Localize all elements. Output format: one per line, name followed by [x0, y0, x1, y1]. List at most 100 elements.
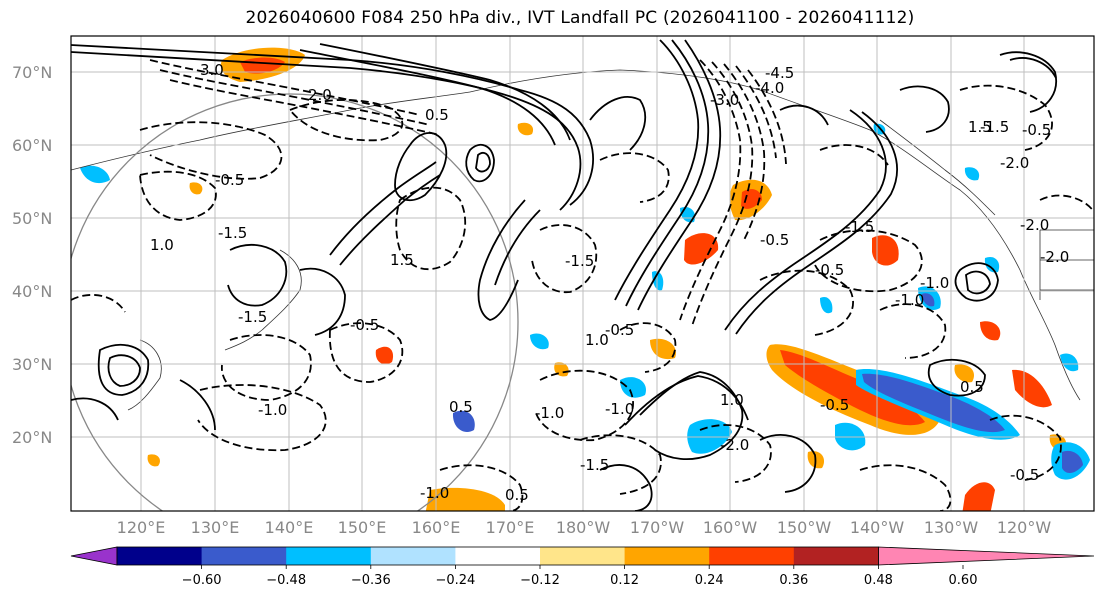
contour-label: -1.0: [420, 484, 449, 502]
colorbar-bin: [709, 547, 795, 565]
negative-patch: [652, 271, 664, 291]
negative-patch: [80, 165, 110, 184]
contour-label: 0.5: [505, 486, 529, 504]
longitude-label: 170°W: [630, 518, 685, 537]
latitude-label: 40°N: [12, 282, 52, 301]
contour-label: -1.0: [895, 291, 924, 309]
colorbar-extend-min: [70, 546, 118, 566]
positive-patch: [741, 189, 762, 209]
positive-patch: [375, 346, 394, 365]
contour-label: -2.0: [1000, 154, 1029, 172]
contour-label: -0.5: [815, 261, 844, 279]
contour-label: -0.5: [215, 171, 244, 189]
colorbar-bin: [455, 547, 541, 565]
colorbar-tick-label: −0.12: [520, 573, 560, 588]
longitude-label: 160°W: [703, 518, 758, 537]
negative-patch: [452, 410, 475, 433]
contour-label: -1.0: [920, 274, 949, 292]
contour-label: -1.5: [980, 118, 1009, 136]
longitude-label: 150°W: [777, 518, 832, 537]
colorbar-tick-label: 0.24: [695, 573, 724, 588]
contour-label: -1.0: [605, 400, 634, 418]
longitude-label: 120°E: [117, 518, 166, 537]
contour-label: -0.5: [605, 321, 634, 339]
negative-contours: [71, 59, 1094, 511]
longitude-label: 140°W: [850, 518, 905, 537]
contour-label: -1.5: [845, 218, 874, 236]
contour-label: -3.0: [710, 91, 739, 109]
positive-contours: [71, 39, 1057, 511]
longitude-label: 120°W: [997, 518, 1052, 537]
longitude-label: 180°W: [556, 518, 611, 537]
negative-patch: [687, 419, 732, 454]
contour-label: -0.5: [1022, 121, 1051, 139]
positive-patch: [425, 487, 505, 511]
contour-label: -0.5: [1010, 466, 1039, 484]
contour-label: -0.5: [820, 396, 849, 414]
positive-patch: [517, 122, 534, 136]
negative-patch: [530, 333, 549, 350]
colorbar-tick-label: −0.24: [435, 573, 475, 588]
contour-label: -2.0: [720, 436, 749, 454]
positive-patch: [780, 350, 925, 426]
contour-label: 1.0: [150, 236, 174, 254]
contour-label: 0.5: [960, 378, 984, 396]
map-title: 2026040600 F084 250 hPa div., IVT Landfa…: [245, 8, 915, 28]
negative-patch: [984, 256, 1000, 273]
colorbar-tick-label: 0.60: [949, 573, 978, 588]
colorbar-tick-label: −0.60: [182, 573, 222, 588]
positive-patch: [872, 235, 899, 266]
colorbar-tick-label: 0.48: [864, 573, 893, 588]
colorbar-extend-max: [878, 546, 1095, 566]
coastline-layer: [71, 69, 1094, 411]
negative-patch: [1060, 353, 1079, 372]
contour-label: 0.5: [449, 398, 473, 416]
longitude-label: 130°E: [191, 518, 240, 537]
colorbar-bin: [117, 547, 203, 565]
longitude-label: 160°E: [412, 518, 461, 537]
colorbar-tick-label: −0.36: [351, 573, 391, 588]
contour-label: -4.0: [755, 79, 784, 97]
contour-label: 1.5: [968, 118, 992, 136]
colorbar-tick-label: −0.48: [266, 573, 306, 588]
negative-patch: [862, 373, 1005, 433]
colorbar-bin: [793, 547, 879, 565]
contour-label: 3.0: [200, 61, 224, 79]
contour-label: -1.5: [218, 224, 247, 242]
contour-label: 2.0: [308, 86, 332, 104]
contour-label: -1.0: [535, 404, 564, 422]
longitude-label: 130°W: [924, 518, 979, 537]
positive-patch: [980, 321, 1001, 341]
negative-patch: [922, 293, 935, 307]
colorbar-tick-label: 0.36: [779, 573, 808, 588]
negative-patch: [820, 296, 833, 314]
colorbar: −0.60 −0.48 −0.36 −0.24 −0.12 0.12 0.24 0.36 0.4…: [70, 546, 1095, 588]
longitude-label: 150°E: [338, 518, 387, 537]
longitude-label: 170°E: [486, 518, 535, 537]
contour-label: -1.5: [565, 252, 594, 270]
longitude-label: 140°E: [265, 518, 314, 537]
colorbar-bin: [201, 547, 287, 565]
latitude-label: 60°N: [12, 136, 52, 155]
latitude-label: 50°N: [12, 209, 52, 228]
contour-label: 0.5: [425, 106, 449, 124]
graticule: [71, 36, 1094, 511]
colorbar-tick-label: 0.12: [610, 573, 639, 588]
latitude-label: 30°N: [12, 355, 52, 374]
contour-label: -1.0: [258, 401, 287, 419]
contour-label: 1.0: [585, 331, 609, 349]
positive-patch: [650, 338, 676, 360]
contour-label: -1.5: [580, 456, 609, 474]
negative-patch: [620, 377, 646, 398]
contour-label: -2.0: [1040, 248, 1069, 266]
positive-patch: [189, 182, 203, 195]
range-circle: [71, 93, 519, 511]
positive-patch: [962, 482, 995, 511]
negative-patch: [964, 167, 980, 181]
positive-patch: [684, 233, 719, 265]
colorbar-bin: [540, 547, 626, 565]
contour-label: 1.0: [720, 391, 744, 409]
colorbar-outline: [116, 546, 879, 566]
colorbar-bin: [370, 547, 456, 565]
